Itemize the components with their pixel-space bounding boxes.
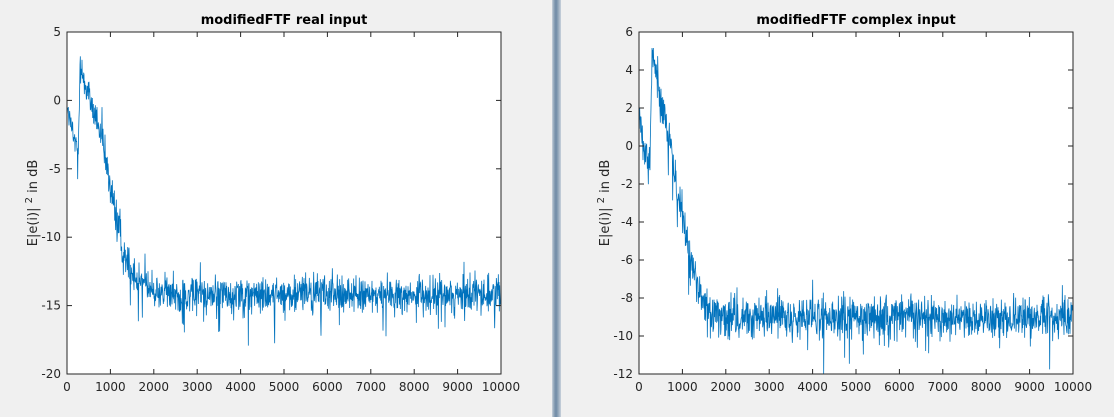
x-tick-label: 9000 bbox=[442, 380, 473, 394]
y-tick-label: -6 bbox=[621, 253, 633, 267]
x-tick-label: 3000 bbox=[182, 380, 213, 394]
y-axis-label: E|e(i)| 2 in dB bbox=[24, 160, 41, 247]
y-tick-label: -10 bbox=[41, 230, 61, 244]
y-tick-label: 4 bbox=[625, 63, 633, 77]
y-tick-label: 0 bbox=[625, 139, 633, 153]
figure-window-right: modifiedFTF complex input E|e(i)| 2 in dB… bbox=[561, 0, 1114, 417]
x-tick-label: 0 bbox=[63, 380, 71, 394]
series-line bbox=[67, 56, 501, 346]
y-tick-label: 5 bbox=[53, 25, 61, 39]
y-tick-label: -5 bbox=[49, 162, 61, 176]
x-tick-label: 9000 bbox=[1014, 380, 1045, 394]
y-axis-label: E|e(i)| 2 in dB bbox=[596, 160, 613, 247]
x-tick-label: 10000 bbox=[1054, 380, 1092, 394]
x-tick-label: 5000 bbox=[841, 380, 872, 394]
x-tick-label: 6000 bbox=[884, 380, 915, 394]
y-tick-label: -2 bbox=[621, 177, 633, 191]
series-line bbox=[639, 47, 1073, 374]
y-tick-label: 0 bbox=[53, 93, 61, 107]
figure-window-left: modifiedFTF real input E|e(i)| 2 in dB 0 10… bbox=[0, 0, 552, 417]
plot-area bbox=[67, 32, 501, 374]
y-tick-label: 2 bbox=[625, 101, 633, 115]
y-tick-label: -10 bbox=[613, 329, 633, 343]
y-tick-label: -20 bbox=[41, 367, 61, 381]
x-tick-label: 8000 bbox=[399, 380, 430, 394]
x-tick-label: 2000 bbox=[711, 380, 742, 394]
y-tick-label: 6 bbox=[625, 25, 633, 39]
x-tick-label: 7000 bbox=[928, 380, 959, 394]
x-tick-label: 6000 bbox=[312, 380, 343, 394]
window-divider[interactable] bbox=[552, 0, 561, 417]
x-tick-label: 0 bbox=[635, 380, 643, 394]
chart-real-input: modifiedFTF real input E|e(i)| 2 in dB 0 10… bbox=[24, 13, 520, 394]
x-tick-label: 4000 bbox=[797, 380, 828, 394]
y-tick-label: -12 bbox=[613, 367, 633, 381]
x-tick-label: 3000 bbox=[754, 380, 785, 394]
x-tick-label: 2000 bbox=[139, 380, 170, 394]
x-tick-label: 5000 bbox=[269, 380, 300, 394]
chart-complex-input: modifiedFTF complex input E|e(i)| 2 in dB… bbox=[596, 13, 1092, 394]
y-tick-label: -8 bbox=[621, 291, 633, 305]
x-tick-label: 8000 bbox=[971, 380, 1002, 394]
x-tick-label: 7000 bbox=[356, 380, 387, 394]
x-tick-label: 1000 bbox=[95, 380, 126, 394]
x-tick-label: 10000 bbox=[482, 380, 520, 394]
x-tick-label: 1000 bbox=[667, 380, 698, 394]
chart-title: modifiedFTF real input bbox=[201, 13, 368, 28]
y-tick-label: -4 bbox=[621, 215, 633, 229]
chart-title: modifiedFTF complex input bbox=[756, 13, 955, 28]
y-tick-label: -15 bbox=[41, 299, 61, 313]
x-tick-label: 4000 bbox=[225, 380, 256, 394]
